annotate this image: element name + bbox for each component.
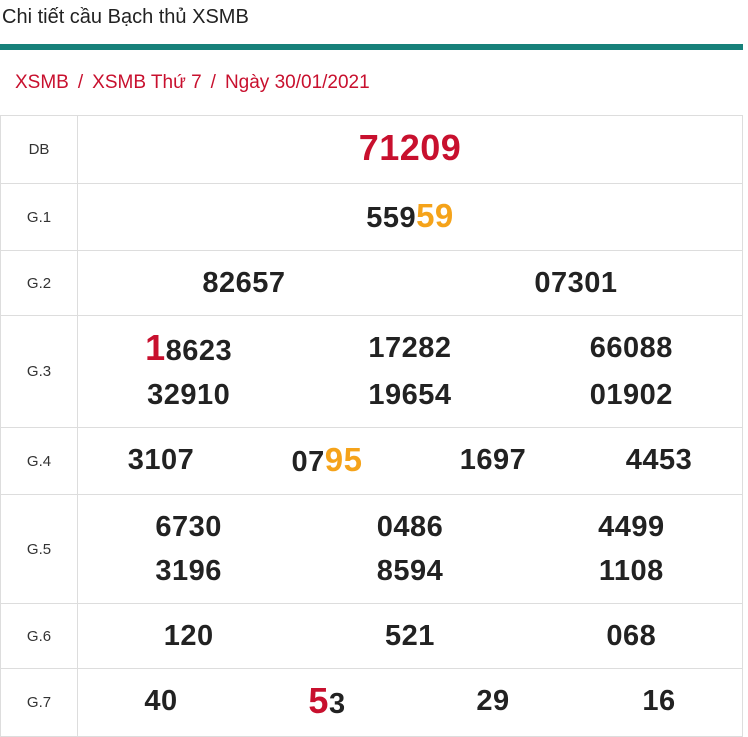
prize-number: 6730 (78, 505, 299, 549)
digits: 16 (642, 685, 676, 717)
digits: 8623 (165, 335, 233, 367)
prize-row: G.7 40 53 29 16 (1, 669, 743, 737)
highlight-digits: 71209 (358, 127, 462, 168)
digits: 3196 (155, 555, 222, 587)
digits: 3107 (127, 444, 195, 476)
prize-row: G.2 82657 07301 (1, 251, 743, 316)
highlight-digits: 1 (145, 327, 166, 368)
prize-number: 19654 (299, 373, 520, 417)
breadcrumb-link[interactable]: XSMB Thứ 7 (92, 72, 202, 93)
digits: 559 (366, 202, 417, 234)
prize-row: G.3 18623 17282 66088 32910 19654 01902 (1, 316, 743, 428)
digits: 40 (144, 685, 178, 717)
prize-number: 01902 (521, 373, 742, 417)
prize-numbers: 18623 17282 66088 32910 19654 01902 (78, 316, 743, 427)
prize-label: G.5 (1, 495, 78, 603)
highlight-digits: 5 (308, 680, 329, 721)
prize-number: 17282 (299, 326, 520, 373)
results-table: DB 71209 G.1 55959 G.2 82657 07301 G.3 18623 1728… (0, 115, 743, 737)
prize-label: G.7 (1, 669, 78, 736)
prize-numbers: 71209 (78, 116, 743, 183)
digits: 3 (328, 688, 346, 720)
prize-row: G.1 55959 (1, 184, 743, 251)
prize-number: 8594 (299, 549, 520, 593)
prize-number: 0486 (299, 505, 520, 549)
prize-numbers: 120 521 068 (78, 604, 743, 668)
digits: 07 (291, 446, 325, 478)
prize-label: G.3 (1, 316, 78, 427)
prize-row: DB 71209 (1, 116, 743, 184)
prize-number: 55959 (78, 194, 742, 240)
prize-number: 16 (576, 679, 742, 726)
page-title: Chi tiết cầu Bạch thủ XSMB (2, 6, 249, 28)
prize-numbers: 6730 0486 4499 3196 8594 1108 (78, 495, 743, 603)
digits: 82657 (202, 267, 286, 299)
prize-number: 0795 (244, 438, 410, 484)
prize-number: 66088 (521, 326, 742, 373)
page: XSMB html, body { margin: 0; padding: 0;… (0, 6, 743, 737)
prize-number: 29 (410, 679, 576, 726)
prize-number: 1697 (410, 438, 576, 484)
highlight-digits: 95 (324, 441, 363, 478)
digits: 1697 (459, 444, 527, 476)
prize-numbers: 55959 (78, 184, 743, 250)
digits: 07301 (534, 267, 618, 299)
prize-number: 07301 (410, 261, 742, 305)
breadcrumb-separator: / (210, 72, 216, 93)
prize-number: 3196 (78, 549, 299, 593)
prize-row: G.5 6730 0486 4499 3196 8594 1108 (1, 495, 743, 604)
prize-number: 1108 (521, 549, 742, 593)
header-bar (0, 44, 743, 50)
prize-number: 71209 (78, 126, 742, 173)
digits: 01902 (589, 379, 673, 411)
digits: 19654 (368, 379, 452, 411)
prize-number: 82657 (78, 261, 410, 305)
digits: 17282 (368, 332, 452, 364)
prize-number: 120 (78, 614, 299, 658)
digits: 120 (163, 620, 214, 652)
prize-number: 53 (244, 679, 410, 726)
digits: 0486 (376, 511, 444, 543)
breadcrumb-link[interactable]: Ngày 30/01/2021 (224, 72, 370, 93)
prize-label: G.4 (1, 428, 78, 494)
digits: 068 (606, 620, 657, 652)
digits: 66088 (589, 332, 673, 364)
prize-label: DB (1, 116, 78, 183)
prize-number: 068 (521, 614, 742, 658)
prize-number: 4499 (521, 505, 742, 549)
prize-number: 32910 (78, 373, 299, 417)
prize-numbers: 3107 0795 1697 4453 (78, 428, 743, 494)
digits: 29 (476, 685, 510, 717)
digits: 1108 (598, 555, 664, 587)
page-body: {"header": {"title": "Chi tiết cầu Bạch … (0, 6, 743, 737)
prize-number: 40 (78, 679, 244, 726)
prize-label: G.6 (1, 604, 78, 668)
prize-number: 4453 (576, 438, 742, 484)
digits: 32910 (147, 379, 231, 411)
highlight-digits: 59 (416, 197, 454, 234)
prize-number: 18623 (78, 326, 299, 373)
digits: 4453 (625, 444, 693, 476)
prize-number: 521 (299, 614, 520, 658)
prize-numbers: 82657 07301 (78, 251, 743, 315)
prize-number: 3107 (78, 438, 244, 484)
prize-label: G.1 (1, 184, 78, 250)
prize-numbers: 40 53 29 16 (78, 669, 743, 736)
breadcrumb-separator: / (77, 72, 84, 93)
digits: 6730 (155, 511, 222, 543)
breadcrumb: XSMB / XSMB Thứ 7 / Ngày 30/01/2021 (15, 72, 370, 94)
digits: 8594 (376, 555, 444, 587)
prize-label: G.2 (1, 251, 78, 315)
digits: 521 (385, 620, 435, 652)
prize-row: G.4 3107 0795 1697 4453 (1, 428, 743, 495)
digits: 4499 (598, 511, 665, 543)
breadcrumb-link[interactable]: XSMB (15, 72, 69, 93)
prize-row: G.6 120 521 068 (1, 604, 743, 669)
